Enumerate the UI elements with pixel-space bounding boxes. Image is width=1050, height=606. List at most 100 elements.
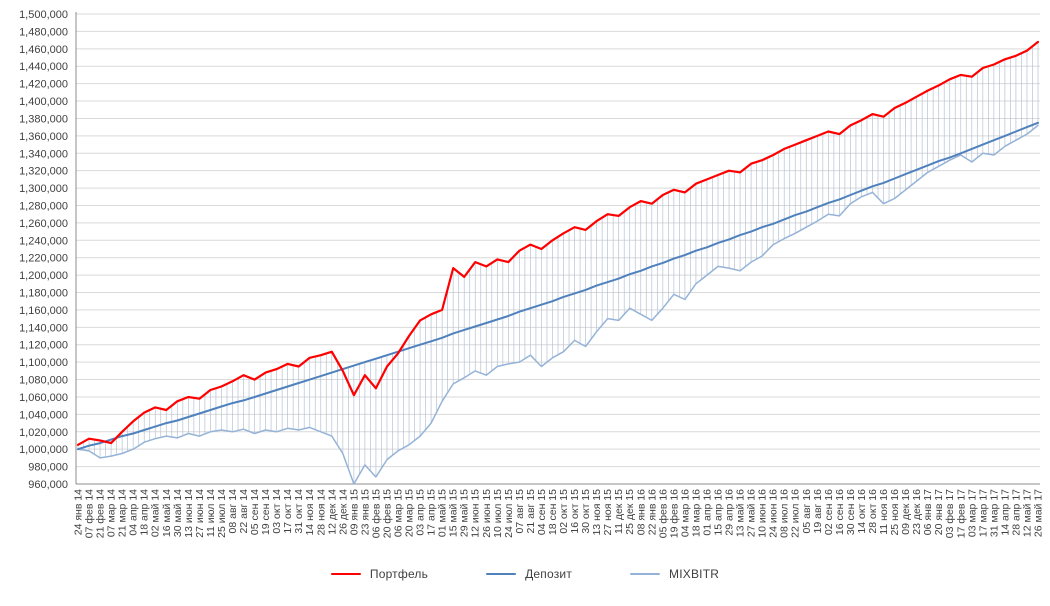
x-axis-tick-label: 18 мар 16 xyxy=(690,489,702,537)
x-axis-tick-label: 16 сен 16 xyxy=(834,489,846,535)
x-axis-tick-label: 30 май 14 xyxy=(172,489,184,537)
x-axis-tick-label: 03 окт 14 xyxy=(271,489,283,534)
x-axis-tick-label: 20 фев 15 xyxy=(382,489,394,538)
x-axis-tick-label: 14 апр 17 xyxy=(999,489,1011,536)
series-line-mixbitr xyxy=(77,124,1039,485)
y-axis-tick-label: 960,000 xyxy=(28,479,68,491)
x-axis-tick-label: 20 янв 17 xyxy=(933,489,945,535)
x-axis-tick-label: 11 июл 14 xyxy=(205,489,217,537)
x-axis-tick-label: 31 окт 14 xyxy=(293,489,305,534)
x-axis-tick-label: 27 май 16 xyxy=(746,489,758,537)
x-axis-tick-label: 30 сен 16 xyxy=(845,489,857,535)
x-axis-tick-label: 23 янв 15 xyxy=(359,489,371,535)
x-axis-tick-label: 22 авг 14 xyxy=(238,489,250,534)
y-axis-tick-label: 1,480,000 xyxy=(19,26,68,38)
x-axis-tick-label: 25 ноя 16 xyxy=(889,489,901,536)
x-axis-tick-label: 03 апр 15 xyxy=(415,489,427,536)
y-axis-tick-label: 1,040,000 xyxy=(19,409,68,421)
y-axis-tick-label: 1,420,000 xyxy=(19,79,68,91)
series-line-portfolio xyxy=(76,40,1040,446)
x-axis-tick-label: 07 мар 14 xyxy=(106,489,118,537)
x-axis-tick-label: 09 янв 15 xyxy=(348,489,360,535)
x-axis-tick-label: 02 окт 15 xyxy=(558,489,570,534)
x-axis-tick-label: 10 июл 15 xyxy=(492,489,504,538)
x-axis-tick-label: 13 май 16 xyxy=(735,489,747,537)
x-axis-tick-label: 06 фев 15 xyxy=(370,489,382,538)
x-axis-tick-label: 04 мар 16 xyxy=(679,489,691,537)
x-axis-tick-label: 28 апр 17 xyxy=(1010,489,1022,536)
x-axis-tick-label: 13 ноя 15 xyxy=(591,489,603,536)
x-axis-tick-label: 26 июн 15 xyxy=(481,489,493,538)
x-axis-tick-label: 07 фев 14 xyxy=(84,489,96,538)
x-axis-tick-label: 29 май 15 xyxy=(459,489,471,537)
x-axis-tick-label: 05 авг 16 xyxy=(801,489,813,534)
x-axis-tick-label: 27 ноя 15 xyxy=(602,489,614,536)
x-axis-tick-label: 31 мар 17 xyxy=(988,489,1000,537)
x-axis-tick-label: 08 авг 14 xyxy=(227,489,239,534)
series-line-deposit xyxy=(77,121,1039,451)
y-axis-tick-label: 1,360,000 xyxy=(19,131,68,143)
x-axis-tick-label: 12 май 17 xyxy=(1022,489,1034,537)
y-axis-tick-label: 1,120,000 xyxy=(19,340,68,352)
y-axis-tick-label: 1,220,000 xyxy=(19,253,68,265)
legend-label-portfolio: Портфель xyxy=(369,567,429,581)
x-axis-tick-label: 02 сен 16 xyxy=(823,489,835,535)
x-axis-tick-label: 16 май 14 xyxy=(161,489,173,537)
x-axis-tick-label: 22 июл 16 xyxy=(790,489,802,538)
x-axis-tick-label: 18 сен 15 xyxy=(547,489,559,535)
y-axis-tick-label: 1,080,000 xyxy=(19,375,68,387)
x-axis-tick-label: 01 май 15 xyxy=(437,489,449,537)
y-axis-tick-label: 1,320,000 xyxy=(19,166,68,178)
y-axis-tick-label: 1,100,000 xyxy=(19,357,68,369)
x-axis-tick-label: 04 сен 15 xyxy=(536,489,548,535)
x-axis-tick-label: 06 мар 15 xyxy=(393,489,405,537)
y-axis-tick-label: 1,160,000 xyxy=(19,305,68,317)
x-axis-tick-label: 26 май 17 xyxy=(1033,489,1045,537)
x-axis-tick-label: 28 ноя 14 xyxy=(315,489,327,536)
legend-item-portfolio: Портфель xyxy=(330,567,429,581)
x-axis-tick-label: 19 авг 16 xyxy=(812,489,824,534)
x-axis-tick-label: 03 фев 17 xyxy=(944,489,956,538)
y-axis-tick-label: 1,000,000 xyxy=(19,444,68,456)
x-axis-tick-label: 08 июл 16 xyxy=(779,489,791,538)
x-axis-tick-label: 27 июн 14 xyxy=(194,489,206,538)
x-axis-tick-label: 20 мар 15 xyxy=(404,489,416,537)
y-axis-tick-label: 1,180,000 xyxy=(19,288,68,300)
legend-label-mixbitr: MIXBITR xyxy=(669,567,720,581)
y-axis-tick-label: 1,300,000 xyxy=(19,183,68,195)
y-axis-tick-label: 980,000 xyxy=(28,462,68,474)
legend-item-mixbitr: MIXBITR xyxy=(630,567,719,581)
x-axis-tick-label: 06 янв 17 xyxy=(922,489,934,535)
x-axis-tick-label: 15 май 15 xyxy=(448,489,460,537)
y-axis-tick-label: 1,260,000 xyxy=(19,218,68,230)
x-axis-tick-label: 09 дек 16 xyxy=(900,489,912,535)
x-axis-tick-label: 22 янв 16 xyxy=(646,489,658,535)
y-axis-tick-label: 1,020,000 xyxy=(19,427,68,439)
x-axis-tick-label: 14 ноя 14 xyxy=(304,489,316,536)
x-axis-tick-label: 23 дек 16 xyxy=(911,489,923,535)
x-axis-tick-label: 14 окт 16 xyxy=(856,489,868,534)
x-axis-tick-label: 17 окт 14 xyxy=(282,489,294,534)
x-axis-tick-label: 21 мар 14 xyxy=(117,489,129,537)
x-axis-tick-label: 04 апр 14 xyxy=(128,489,140,536)
x-axis-tick-label: 13 июн 14 xyxy=(183,489,195,538)
x-axis-tick-label: 26 дек 14 xyxy=(337,489,349,535)
x-axis-tick-label: 21 фев 14 xyxy=(95,489,107,538)
y-axis-tick-label: 1,280,000 xyxy=(19,200,68,212)
x-axis-tick-label: 05 сен 14 xyxy=(249,489,261,535)
legend-line-deposit xyxy=(486,573,517,575)
x-axis-tick-label: 19 сен 14 xyxy=(260,489,272,535)
x-axis-tick-label: 24 янв 14 xyxy=(73,489,85,535)
x-axis-tick-label: 25 июл 14 xyxy=(216,489,228,538)
x-axis-tick-label: 19 фев 16 xyxy=(668,489,680,538)
x-axis-tick-label: 17 апр 15 xyxy=(426,489,438,536)
x-axis-tick-label: 18 апр 14 xyxy=(139,489,151,536)
x-axis-tick-label: 17 фев 17 xyxy=(955,489,967,538)
x-axis-tick-label: 28 окт 16 xyxy=(867,489,879,534)
x-axis-tick-label: 01 апр 16 xyxy=(702,489,714,536)
y-axis-tick-label: 1,200,000 xyxy=(19,270,68,282)
y-axis-tick-label: 1,380,000 xyxy=(19,113,68,125)
x-axis-tick-label: 05 фев 16 xyxy=(657,489,669,538)
x-axis-tick-label: 24 июн 16 xyxy=(768,489,780,538)
